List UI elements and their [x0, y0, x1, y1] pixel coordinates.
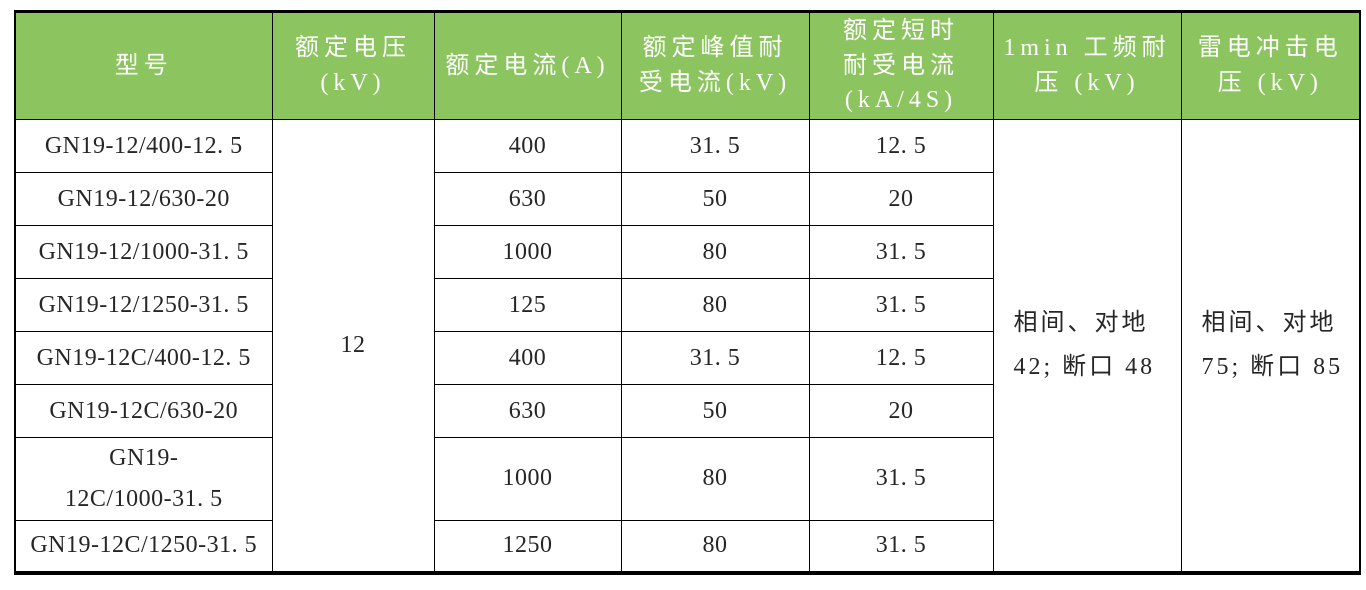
cell-current: 400	[433, 119, 622, 173]
cell-current: 630	[433, 172, 622, 226]
cell-peak: 80	[620, 278, 810, 332]
cell-current: 1250	[433, 519, 622, 574]
cell-peak: 80	[620, 225, 810, 279]
cell-peak: 31. 5	[620, 119, 810, 173]
header-model: 型号	[14, 11, 273, 120]
table-row: GN19-12/400-12. 5 12 400 31. 5 12. 5 相间、…	[14, 119, 1361, 574]
cell-short-time: 31. 5	[808, 519, 994, 574]
cell-short-time: 20	[808, 384, 994, 438]
header-lightning-impulse: 雷电冲击电 压 (kV)	[1180, 11, 1361, 120]
cell-short-time: 31. 5	[808, 225, 994, 279]
header-peak-withstand-current: 额定峰值耐 受电流(kV)	[620, 11, 810, 120]
cell-short-time: 31. 5	[808, 437, 994, 521]
header-power-frequency-withstand: 1min 工频耐 压 (kV)	[992, 11, 1182, 120]
table-row: GN19-12C/630-20 630 50 20	[14, 384, 1360, 438]
header-row: 型号 额定电压 (kV) 额定电流(A) 额定峰值耐 受电流(kV) 额定短时 …	[14, 11, 1361, 120]
cell-short-time: 12. 5	[808, 331, 994, 385]
cell-current: 1000	[433, 437, 622, 521]
table-row: GN19-12C/400-12. 5 400 31. 5 12. 5	[14, 331, 1360, 385]
cell-model: GN19-12/1000-31. 5	[14, 225, 273, 279]
cell-current: 400	[433, 331, 622, 385]
cell-model: GN19-12/400-12. 5	[14, 119, 273, 173]
cell-rated-voltage: 12	[271, 119, 435, 574]
cell-model: GN19-12C/630-20	[14, 384, 273, 438]
cell-power-frequency-withstand: 相间、对地 42; 断口 48	[992, 119, 1182, 574]
cell-model: GN19-12/1250-31. 5	[14, 278, 273, 332]
spec-table: 型号 额定电压 (kV) 额定电流(A) 额定峰值耐 受电流(kV) 额定短时 …	[14, 10, 1361, 576]
cell-short-time: 12. 5	[808, 119, 994, 173]
table-row: GN19-12C/1250-31. 5 1250 80 31. 5	[14, 519, 1360, 574]
cell-peak: 80	[620, 519, 810, 574]
cell-current: 125	[433, 278, 622, 332]
table-row: GN19-12/1000-31. 5 1000 80 31. 5	[14, 225, 1360, 279]
cell-model: GN19-12/630-20	[14, 172, 273, 226]
header-rated-current: 额定电流(A)	[433, 11, 622, 120]
table-row: GN19- 12C/1000-31. 5 1000 80 31. 5	[14, 437, 1360, 521]
cell-peak: 80	[620, 437, 810, 521]
cell-lightning-impulse: 相间、对地 75; 断口 85	[1180, 119, 1361, 574]
cell-peak: 31. 5	[620, 331, 810, 385]
header-rated-voltage: 额定电压 (kV)	[271, 11, 435, 120]
header-short-time-withstand-current: 额定短时 耐受电流 (kA/4S)	[808, 11, 994, 120]
cell-short-time: 20	[808, 172, 994, 226]
cell-peak: 50	[620, 384, 810, 438]
cell-current: 630	[433, 384, 622, 438]
cell-model: GN19- 12C/1000-31. 5	[14, 437, 273, 521]
cell-model: GN19-12C/1250-31. 5	[14, 519, 273, 574]
table-row: GN19-12/1250-31. 5 125 80 31. 5	[14, 278, 1360, 332]
cell-short-time: 31. 5	[808, 278, 994, 332]
cell-current: 1000	[433, 225, 622, 279]
cell-peak: 50	[620, 172, 810, 226]
cell-model: GN19-12C/400-12. 5	[14, 331, 273, 385]
